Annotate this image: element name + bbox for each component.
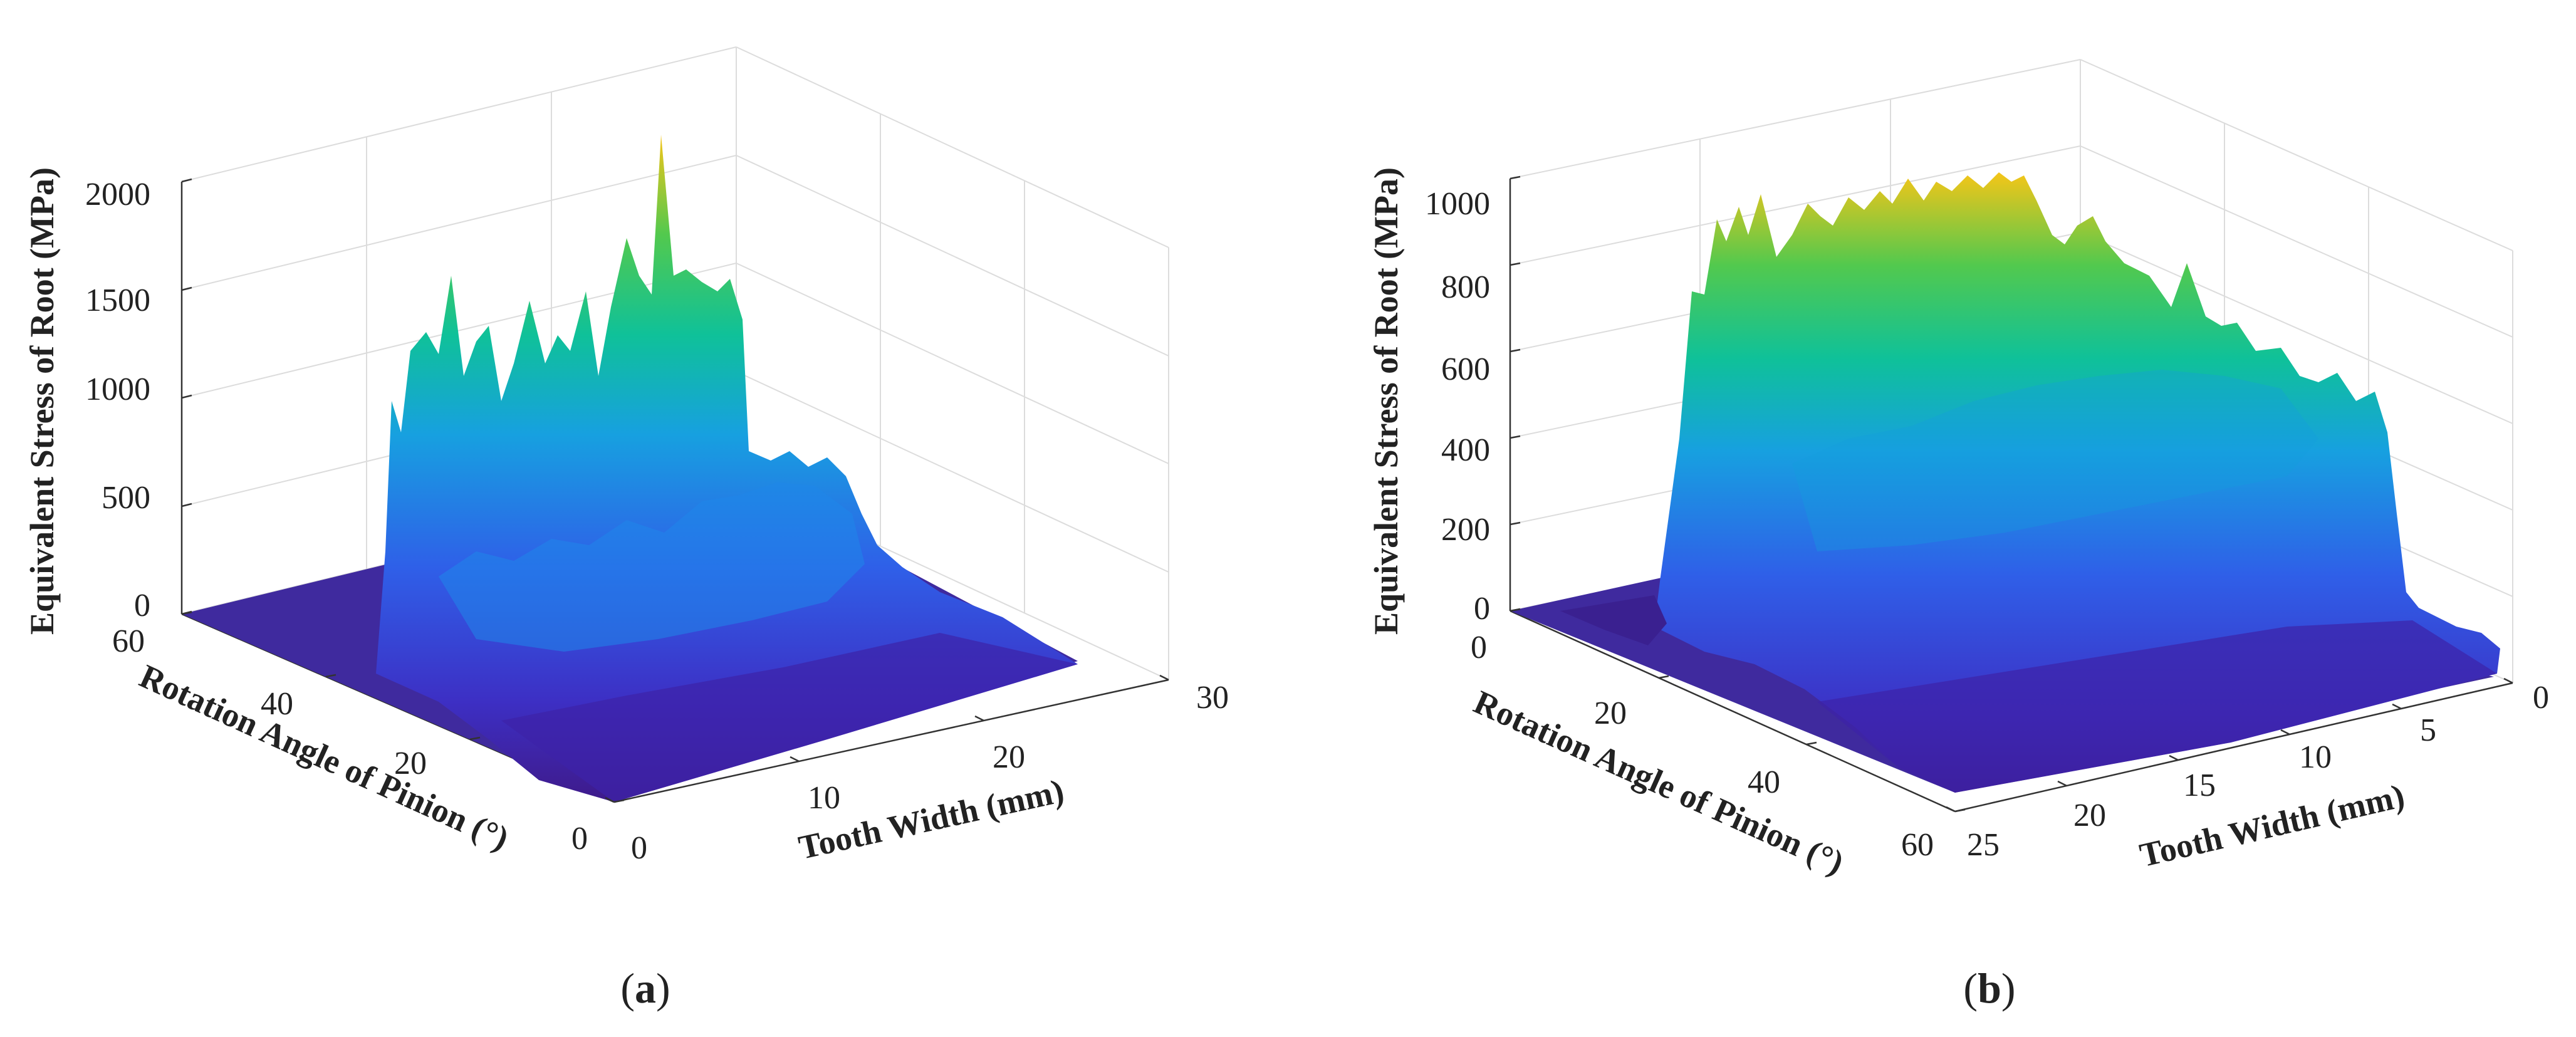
panel-b-z-ticks bbox=[1510, 175, 1521, 612]
panel-b-y-tick-0: 0 bbox=[1471, 630, 1487, 665]
panel-b-z-tick-1: 200 bbox=[1441, 512, 1490, 548]
panel-b-y-tick-1: 20 bbox=[1594, 696, 1627, 731]
panel-b-plateau-highlight bbox=[1792, 370, 2318, 551]
panel-a-z-tick-2: 1000 bbox=[85, 372, 150, 407]
panel-b: 0 200 400 600 800 1000 0 20 40 60 0 5 10… bbox=[1367, 59, 2549, 1012]
panel-b-y-tick-3: 60 bbox=[1901, 827, 1934, 863]
panel-a-x-ticks bbox=[605, 674, 1169, 803]
panel-a-z-tick-3: 1500 bbox=[85, 283, 150, 318]
panel-a-y-tick-2: 40 bbox=[261, 686, 293, 722]
panel-b-x-tick-0: 0 bbox=[2533, 680, 2549, 716]
panel-b-z-tick-2: 400 bbox=[1441, 432, 1490, 468]
panel-b-x-tick-2: 10 bbox=[2299, 739, 2332, 775]
panel-a-x-tick-3: 30 bbox=[1196, 680, 1229, 716]
panel-b-x-ticks bbox=[1946, 677, 2513, 813]
panel-b-x-tick-5: 25 bbox=[1967, 827, 2000, 863]
panel-a-x-tick-0: 0 bbox=[631, 830, 647, 866]
panel-a-x-tick-1: 10 bbox=[808, 780, 840, 816]
panel-a-y-tick-0: 0 bbox=[571, 821, 588, 857]
panel-b-y-tick-2: 40 bbox=[1748, 764, 1780, 800]
panel-a-y-tick-3: 60 bbox=[112, 623, 145, 659]
panel-a: 0 500 1000 1500 2000 0 20 40 60 0 10 20 … bbox=[23, 46, 1229, 1012]
panel-a-z-tick-1: 500 bbox=[102, 480, 150, 516]
panel-b-front-shadow bbox=[1817, 620, 2497, 793]
panel-a-caption: (a) bbox=[620, 964, 670, 1012]
panel-a-z-axis-label: Equivalent Stress of Root (MPa) bbox=[23, 167, 61, 635]
panel-a-y-tick-1: 20 bbox=[394, 746, 427, 781]
panel-a-x-tick-2: 20 bbox=[993, 739, 1025, 775]
panel-b-surface bbox=[1510, 172, 2500, 793]
panel-b-caption-letter: b bbox=[1978, 964, 2001, 1012]
panel-b-x-tick-1: 5 bbox=[2420, 712, 2436, 748]
panel-a-plateau-highlight bbox=[439, 482, 865, 652]
panel-b-z-tick-0: 0 bbox=[1474, 591, 1490, 627]
panel-b-x-axis-label: Tooth Width (mm) bbox=[2136, 777, 2408, 874]
panel-a-gridlines bbox=[181, 46, 1169, 680]
panel-a-z-tick-4: 2000 bbox=[85, 177, 150, 212]
panel-b-left-flat bbox=[1560, 595, 1667, 645]
panel-b-caption: (b) bbox=[1963, 964, 2015, 1012]
panel-b-axis-lines bbox=[1509, 179, 2513, 813]
panel-b-x-tick-4: 20 bbox=[2073, 798, 2106, 833]
panel-b-z-tick-4: 800 bbox=[1441, 269, 1490, 305]
panel-b-z-tick-3: 600 bbox=[1441, 352, 1490, 387]
panel-a-z-ticks bbox=[181, 178, 192, 615]
panel-a-y-ticks bbox=[181, 611, 625, 803]
panel-a-caption-letter: a bbox=[635, 964, 656, 1012]
panel-a-z-tick-0: 0 bbox=[134, 588, 150, 623]
panel-b-z-axis-label: Equivalent Stress of Root (MPa) bbox=[1367, 167, 1405, 635]
panel-a-front-shadow bbox=[501, 633, 1078, 802]
panel-b-y-ticks bbox=[1510, 608, 1966, 813]
panel-b-x-tick-3: 15 bbox=[2183, 768, 2216, 803]
panel-a-surface bbox=[182, 135, 1078, 802]
panel-b-z-tick-5: 1000 bbox=[1425, 186, 1490, 222]
